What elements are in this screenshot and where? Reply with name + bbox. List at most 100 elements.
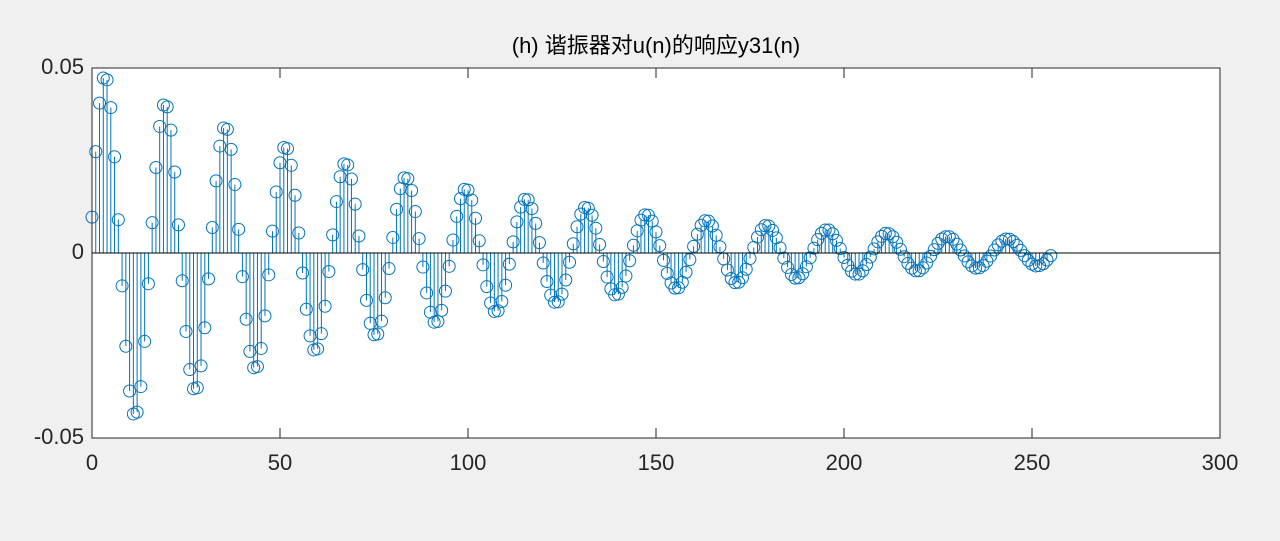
stem-marker: [856, 264, 870, 278]
stem-marker: [499, 278, 513, 292]
stem-marker: [766, 223, 780, 237]
stem-marker: [600, 270, 614, 284]
stem-marker: [781, 260, 795, 274]
stem-marker: [93, 96, 107, 110]
stem-marker: [239, 312, 253, 326]
stem-marker: [265, 224, 279, 238]
stem-marker: [220, 122, 234, 136]
stem-marker: [292, 226, 306, 240]
stem-marker: [623, 254, 637, 268]
stem-marker: [690, 227, 704, 241]
stem-marker: [803, 251, 817, 265]
stem-marker: [566, 237, 580, 251]
stem-marker: [348, 197, 362, 211]
stem-marker: [762, 219, 776, 233]
stem-marker: [912, 264, 926, 278]
stem-marker: [506, 235, 520, 249]
stem-marker: [525, 202, 539, 216]
stem-marker: [585, 208, 599, 222]
stem-marker: [728, 276, 742, 290]
stem-marker: [890, 235, 904, 249]
stem-marker: [799, 260, 813, 274]
stem-marker: [751, 230, 765, 244]
stem-marker: [923, 249, 937, 263]
stem-marker: [927, 243, 941, 257]
stem-marker: [852, 267, 866, 281]
stem-marker: [860, 257, 874, 271]
stem-marker: [619, 269, 633, 283]
stem-marker: [134, 380, 148, 394]
stem-marker: [551, 295, 565, 309]
stem-marker: [559, 273, 573, 287]
stem-marker: [254, 341, 268, 355]
stem-marker: [461, 183, 475, 197]
x-tick-label: 300: [1202, 450, 1239, 475]
stem-marker: [453, 192, 467, 206]
stem-marker: [412, 232, 426, 246]
stem-marker: [190, 381, 204, 395]
stem-marker: [202, 272, 216, 286]
stem-marker: [833, 242, 847, 256]
stem-marker: [224, 142, 238, 156]
y-tick-label: 0: [72, 239, 84, 264]
stem-marker: [401, 172, 415, 186]
stem-marker: [735, 271, 749, 285]
stem-marker: [777, 251, 791, 265]
stem-marker: [657, 253, 671, 267]
stem-marker: [920, 256, 934, 270]
stem-marker: [438, 284, 452, 298]
stem-marker: [653, 239, 667, 253]
stem-marker: [296, 266, 310, 280]
stem-marker: [807, 241, 821, 255]
stem-marker: [532, 236, 546, 250]
stem-marker: [905, 261, 919, 275]
stem-marker: [683, 253, 697, 267]
stem-marker: [705, 219, 719, 233]
stem-marker: [942, 230, 956, 244]
stem-marker: [175, 274, 189, 288]
stem-marker: [329, 195, 343, 209]
x-tick-label: 150: [638, 450, 675, 475]
stem-marker: [969, 261, 983, 275]
stem-marker: [115, 279, 129, 293]
stem-marker: [893, 242, 907, 256]
axes-box: [91, 67, 1221, 439]
stem-marker: [322, 265, 336, 278]
stem-marker: [848, 267, 862, 281]
stem-marker: [931, 236, 945, 250]
stem-marker: [408, 205, 422, 219]
stem-marker: [262, 268, 276, 282]
stem-marker: [792, 271, 806, 285]
stem-marker: [104, 101, 118, 115]
stem-marker: [446, 233, 460, 247]
stem-marker: [724, 272, 738, 286]
stem-marker: [784, 267, 798, 281]
chart-title: (h) 谐振器对u(n)的响应y31(n): [512, 33, 800, 58]
stem-marker: [878, 226, 892, 240]
stem-marker: [160, 100, 174, 114]
stem-marker: [596, 255, 610, 269]
stem-marker: [318, 299, 332, 313]
stem-marker: [649, 225, 663, 239]
stem-marker: [108, 150, 122, 164]
stem-marker: [171, 218, 185, 232]
stem-marker: [570, 220, 584, 234]
stem-marker: [138, 334, 152, 348]
stem-marker: [145, 216, 159, 230]
stem-marker: [435, 303, 449, 317]
stem-marker: [675, 275, 689, 289]
x-tick-label: 250: [1014, 450, 1051, 475]
stem-marker: [709, 228, 723, 242]
stem-marker: [119, 339, 133, 353]
stem-marker: [198, 321, 212, 335]
stem-marker: [976, 259, 990, 273]
stem-marker: [946, 232, 960, 246]
stem-marker: [867, 242, 881, 256]
stem-marker: [814, 226, 828, 240]
y-tick-label: -0.05: [34, 424, 84, 449]
stem-marker: [359, 293, 373, 307]
stem-marker: [875, 229, 889, 243]
stem-marker: [141, 277, 155, 291]
stem-marker: [822, 223, 836, 237]
